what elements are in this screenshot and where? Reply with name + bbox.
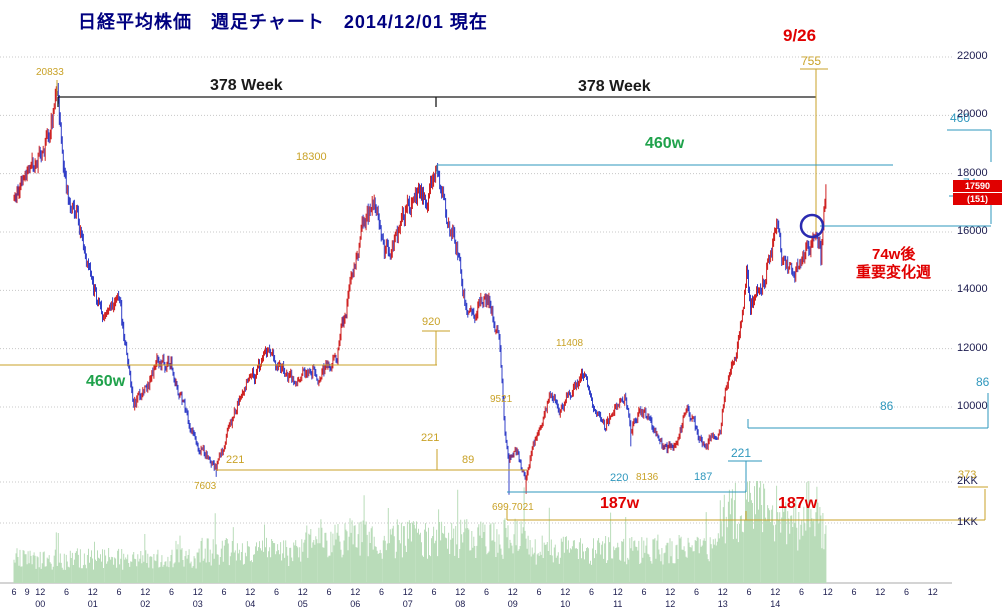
label-86-mid: 86 bbox=[880, 399, 894, 413]
label-187-teal: 187 bbox=[694, 471, 713, 483]
x-axis-month-label: 6 bbox=[483, 587, 490, 597]
price-change-tag: (151) bbox=[953, 193, 1002, 205]
x-axis-month-label: 12 bbox=[612, 587, 623, 597]
volume-axis-label: 2KK bbox=[957, 475, 978, 487]
x-axis-month-label: 12 bbox=[875, 587, 886, 597]
x-axis-year-label: 10 bbox=[560, 599, 571, 609]
price-axis-label: 22000 bbox=[957, 50, 988, 62]
price-axis-label: 16000 bbox=[957, 225, 988, 237]
label-220: 220 bbox=[610, 472, 629, 484]
x-axis-month-label: 6 bbox=[326, 587, 332, 597]
label-187w-right: 187w bbox=[778, 495, 818, 512]
x-axis-month-label: 12 bbox=[927, 587, 938, 597]
x-axis-year-label: 08 bbox=[455, 599, 466, 609]
price-axis-label: 18000 bbox=[957, 166, 988, 179]
x-axis-month-label: 12 bbox=[455, 587, 466, 597]
label-460: 460 bbox=[950, 111, 971, 125]
label-86-right: 86 bbox=[976, 375, 990, 389]
x-axis-year-label: 07 bbox=[402, 599, 413, 609]
label-755: 755 bbox=[801, 54, 822, 68]
chart-title: 日経平均株価 週足チャート 2014/12/01 現在 bbox=[78, 12, 488, 32]
current-price-tag: 17590 bbox=[953, 180, 1002, 192]
x-axis-year-label: 09 bbox=[507, 599, 518, 609]
x-axis-month-label: 12 bbox=[560, 587, 571, 597]
x-axis-month-label: 6 bbox=[378, 587, 385, 597]
label-9-26: 9/26 bbox=[783, 26, 817, 45]
x-axis-month-label: 6 bbox=[168, 587, 175, 597]
x-axis-month-label: 6 bbox=[11, 587, 17, 597]
x-axis-month-label: 6 bbox=[746, 587, 752, 597]
label-187w-left: 187w bbox=[600, 495, 640, 512]
x-axis-month-label: 6 bbox=[63, 587, 70, 597]
highlight-circle bbox=[799, 213, 825, 239]
x-axis-month-label: 12 bbox=[402, 587, 413, 597]
x-axis-month-label: 12 bbox=[35, 587, 46, 597]
x-axis-month-label: 6 bbox=[431, 587, 437, 597]
x-axis-year-label: 06 bbox=[350, 599, 361, 609]
label-221-gold-mid: 221 bbox=[421, 432, 440, 444]
x-axis-month-label: 12 bbox=[140, 587, 151, 597]
x-axis-month-label: 12 bbox=[770, 587, 781, 597]
label-20833: 20833 bbox=[36, 67, 64, 78]
label-460w-left: 460w bbox=[86, 373, 126, 390]
x-axis-year-label: 12 bbox=[665, 599, 676, 609]
x-axis-month-label: 6 bbox=[273, 587, 280, 597]
x-axis-year-label: 03 bbox=[192, 599, 203, 609]
x-axis-month-label: 12 bbox=[822, 587, 833, 597]
price-axis-label: 14000 bbox=[957, 283, 988, 296]
x-axis-year-label: 02 bbox=[140, 599, 151, 609]
x-axis-year-label: 00 bbox=[35, 599, 46, 609]
x-axis-month-label: 12 bbox=[717, 587, 728, 597]
x-axis-month-label: 12 bbox=[350, 587, 361, 597]
label-11408: 11408 bbox=[556, 338, 584, 349]
volume-axis-label: 1KK bbox=[957, 516, 978, 528]
x-axis-year-label: 01 bbox=[87, 599, 98, 609]
price-axis-label: 10000 bbox=[957, 400, 988, 412]
x-axis-month-label: 6 bbox=[116, 587, 122, 597]
x-axis-year-label: 04 bbox=[245, 599, 256, 609]
x-axis-month-label: 6 bbox=[798, 587, 805, 597]
x-axis-month-label: 6 bbox=[641, 587, 647, 597]
x-axis-month-label: 12 bbox=[507, 587, 518, 597]
x-axis-month-label: 6 bbox=[221, 587, 227, 597]
x-axis-month-label: 12 bbox=[87, 587, 98, 597]
label-8136: 8136 bbox=[636, 472, 659, 483]
x-axis-month-label: 6 bbox=[693, 587, 700, 597]
x-axis-month-label: 9 bbox=[24, 587, 30, 597]
label-221-teal: 221 bbox=[731, 446, 752, 460]
label-74w-note-2: 重要変化週 bbox=[856, 264, 932, 281]
x-axis-month-label: 6 bbox=[588, 587, 595, 597]
label-699-7021: 699.7021 bbox=[492, 502, 534, 513]
x-axis-month-label: 12 bbox=[192, 587, 203, 597]
x-axis-year-label: 13 bbox=[717, 599, 728, 609]
label-373: 373 bbox=[958, 469, 977, 481]
x-axis-year-label: 14 bbox=[770, 599, 781, 609]
label-7603: 7603 bbox=[194, 481, 217, 492]
x-axis-month-label: 12 bbox=[297, 587, 308, 597]
label-18300: 18300 bbox=[296, 151, 327, 163]
label-89: 89 bbox=[462, 454, 475, 466]
label-74w-note-1: 74w後 bbox=[872, 246, 916, 263]
label-9521: 9521 bbox=[490, 394, 513, 405]
label-460w-top: 460w bbox=[645, 135, 685, 152]
price-axis-label: 20000 bbox=[957, 108, 988, 121]
x-axis-month-label: 12 bbox=[245, 587, 256, 597]
x-axis-year-label: 05 bbox=[297, 599, 308, 609]
label-221-gold-left: 221 bbox=[226, 454, 245, 466]
price-axis-label: 12000 bbox=[957, 341, 988, 354]
x-axis-month-label: 6 bbox=[851, 587, 857, 597]
label-378-week-right: 378 Week bbox=[578, 78, 651, 95]
label-920: 920 bbox=[422, 316, 441, 328]
x-axis-month-label: 6 bbox=[903, 587, 910, 597]
x-axis-month-label: 6 bbox=[536, 587, 542, 597]
label-378-week-left: 378 Week bbox=[210, 77, 283, 94]
x-axis-year-label: 11 bbox=[613, 599, 623, 609]
x-axis-month-label: 12 bbox=[665, 587, 676, 597]
